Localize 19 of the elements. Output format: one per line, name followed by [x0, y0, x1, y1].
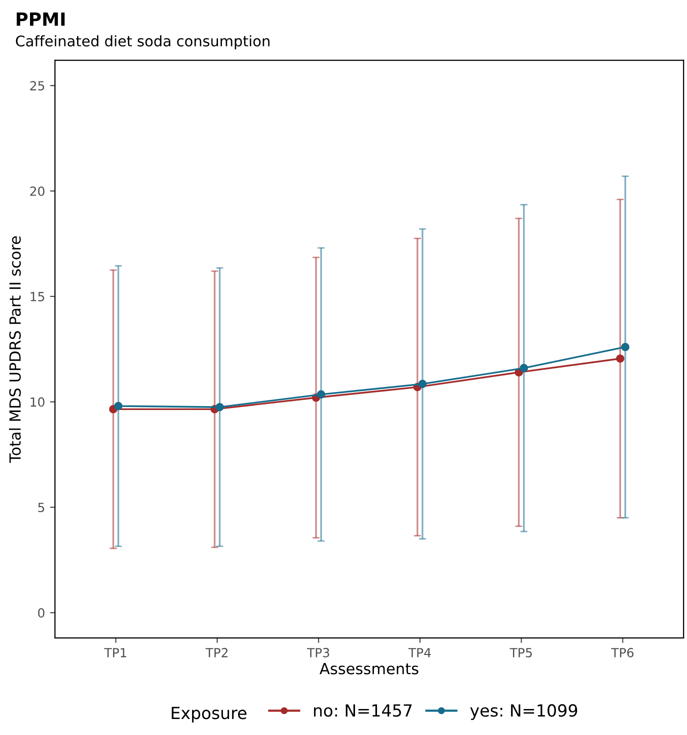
- x-tick-label: TP6: [611, 648, 634, 658]
- x-tick-label: TP1: [104, 648, 126, 658]
- x-axis-title: Assessments: [320, 663, 418, 674]
- y-axis-title: Total MDS UPDRS Part II score: [8, 236, 21, 463]
- y-tick-label: 10: [30, 397, 44, 407]
- x-tick-label: TP2: [206, 648, 228, 658]
- x-tick-label: TP5: [510, 648, 532, 658]
- chart-title: PPMI: [16, 12, 65, 26]
- y-tick-label: 25: [30, 81, 44, 90]
- legend-title: Exposure: [172, 706, 246, 722]
- legend-label: yes: N=1099: [470, 704, 578, 720]
- chart-subtitle: Caffeinated diet soda consumption: [16, 35, 270, 50]
- y-tick-label: 5: [38, 502, 44, 512]
- legend-label: no: N=1457: [314, 704, 412, 717]
- y-tick-label: 0: [38, 608, 44, 618]
- y-tick-label: 20: [30, 186, 44, 196]
- x-tick-label: TP3: [306, 648, 330, 658]
- y-tick-label: 15: [30, 292, 44, 302]
- x-tick-label: TP4: [408, 648, 431, 658]
